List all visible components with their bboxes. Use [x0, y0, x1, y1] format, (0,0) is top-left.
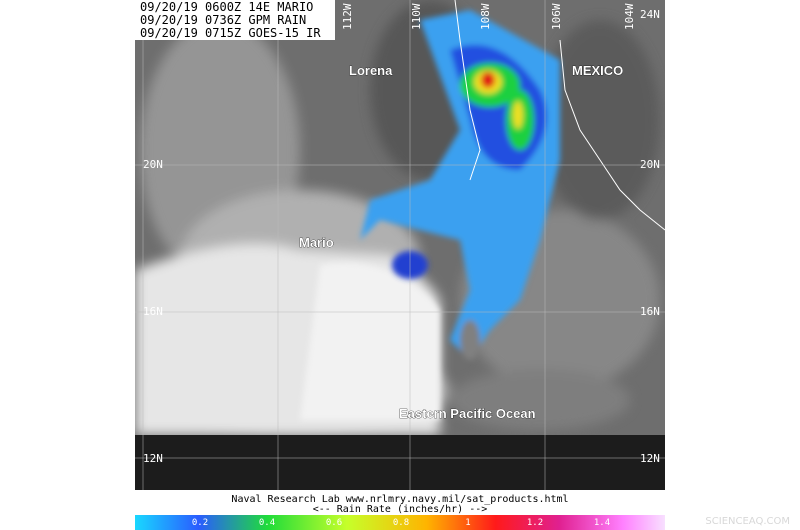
lon-label: 110W	[410, 3, 423, 30]
place-label: Eastern Pacific Ocean	[399, 406, 536, 421]
credit: Naval Research Lab www.nrlmry.navy.mil/s…	[231, 494, 568, 505]
place-label: Lorena	[349, 63, 393, 78]
lat-label: 20N	[143, 158, 163, 171]
rain-overlay	[360, 10, 560, 360]
scale-tick: 1.2	[527, 518, 543, 528]
lat-label: 16N	[143, 305, 163, 318]
scale-tick: 0.2	[192, 518, 208, 528]
watermark: SCIENCEAQ.COM	[705, 516, 790, 527]
scale-tick: 0.6	[326, 518, 342, 528]
scale-title: <-- Rain Rate (inches/hr) -->	[313, 504, 488, 515]
header-line: 09/20/19 0600Z 14E MARIO	[140, 0, 313, 14]
coastline	[454, 0, 665, 231]
place-label: MEXICO	[572, 63, 623, 78]
lon-label: 106W	[550, 3, 563, 30]
scale-tick: 0.8	[393, 518, 409, 528]
scale-tick: 1.4	[594, 518, 610, 528]
lat-label: 24N	[640, 8, 660, 21]
scale-tick: 1	[465, 518, 470, 528]
lat-label: 12N	[143, 452, 163, 465]
satellite-image	[135, 0, 665, 490]
header-line: 09/20/19 0715Z GOES-15 IR	[140, 26, 321, 40]
lon-label: 108W	[479, 3, 492, 30]
header-line: 09/20/19 0736Z GPM RAIN	[140, 13, 306, 27]
lat-label: 16N	[640, 305, 660, 318]
lat-label: 12N	[640, 452, 660, 465]
place-label: Mario	[299, 235, 334, 250]
colorbar	[135, 515, 665, 530]
lat-label: 20N	[640, 158, 660, 171]
header-box	[135, 0, 335, 40]
lon-label: 104W	[623, 3, 636, 30]
graticule	[135, 0, 665, 490]
lon-label: 112W	[341, 3, 354, 30]
scale-tick: 0.4	[259, 518, 275, 528]
